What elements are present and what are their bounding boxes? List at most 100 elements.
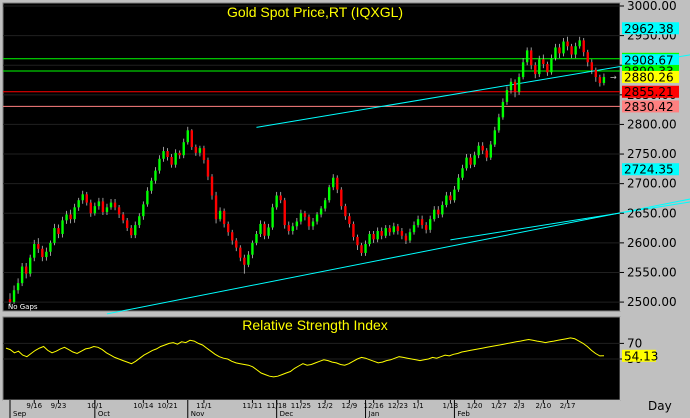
candle-body [53,228,56,243]
date-tick-label: 10/21 [157,402,177,410]
candle-body [570,46,573,55]
candle [194,144,198,156]
level-label-box [622,100,679,113]
last-marker-arrow: → [610,73,617,82]
candle [295,217,299,230]
date-tick-label: 12/9 [342,402,358,410]
date-tick-label: 9/23 [51,402,67,410]
candle [251,240,254,259]
candle-body [29,257,32,274]
candle [283,197,286,229]
candle-body [493,130,497,145]
level-label-text: 2908.67 [624,54,674,68]
candle [49,240,52,256]
candle-body [24,266,28,274]
candle [105,203,109,216]
candle [16,278,20,294]
candle [319,206,323,218]
candle-body [453,189,456,201]
candle-body [340,189,343,207]
candle [69,209,72,224]
level-label-box [622,70,679,83]
candle [239,245,242,262]
candle [344,203,347,220]
candle-body [513,81,517,92]
level-label: 2830.42 [622,100,679,114]
level-label-box [622,54,679,67]
candle [162,146,165,162]
candle-body [449,195,452,201]
price-grid [3,5,620,303]
candle-body [121,214,125,221]
date-tick-label: 2/10 [535,402,551,410]
candle [255,231,258,246]
candle [412,221,416,235]
candle-body [344,206,347,217]
candle-body [433,209,436,220]
month-label: Sep [13,410,27,418]
candle [263,221,266,240]
level-label-text: 2830.42 [624,100,674,114]
candle-body [142,204,145,217]
candle [206,157,210,181]
trend-line[interactable] [106,166,690,315]
candle-body [505,90,509,102]
candle-body [214,195,218,220]
candle [259,220,262,237]
candles: → [8,36,617,306]
trend-line[interactable] [256,27,690,128]
candle [214,191,218,224]
candle-body [392,226,396,233]
candle [445,191,448,208]
price-panel[interactable] [2,2,621,312]
candle-body [566,41,569,47]
candle [525,47,529,66]
interval-label[interactable]: Day [648,399,672,413]
price-level-lines [3,58,620,107]
candle-body [380,231,383,236]
candle-body [396,226,400,232]
candle [550,54,553,75]
candle [336,175,339,194]
candle-body [408,232,412,241]
x-axis: 9/169/2310/110/1410/2111/111/1111/1811/2… [3,400,620,418]
candle [275,191,278,210]
candle-body [85,194,88,203]
candle [392,222,396,235]
candle-body [360,245,363,253]
candle [517,73,521,95]
candle-body [517,77,521,92]
candle [441,201,444,218]
candle [182,138,185,159]
candle [202,145,206,164]
candle-body [158,158,161,171]
candle [311,217,315,230]
candle [271,203,274,230]
candle-body [170,157,173,165]
date-tick-label: 1/1 [412,402,423,410]
candle-body [146,190,149,205]
date-tick-label: 1/27 [491,402,507,410]
candle-body [481,145,484,151]
candle-body [16,283,20,291]
date-tick-label: 12/23 [388,402,408,410]
trend-line[interactable] [450,184,690,241]
candle [323,197,327,212]
candle-body [311,221,315,227]
candle [8,293,12,306]
candle [485,148,488,162]
candle [574,42,577,59]
candle [360,242,363,256]
candle [513,79,517,98]
candle [29,254,32,277]
candle-body [356,236,359,246]
candle-body [109,202,113,208]
candle-body [57,228,60,234]
candle [89,199,93,217]
candle [158,155,161,174]
candle-body [239,247,242,258]
candle [554,43,557,61]
rsi-last-value-text: 54.13 [624,349,658,363]
candle-body [49,242,52,252]
candle-body [77,200,80,208]
